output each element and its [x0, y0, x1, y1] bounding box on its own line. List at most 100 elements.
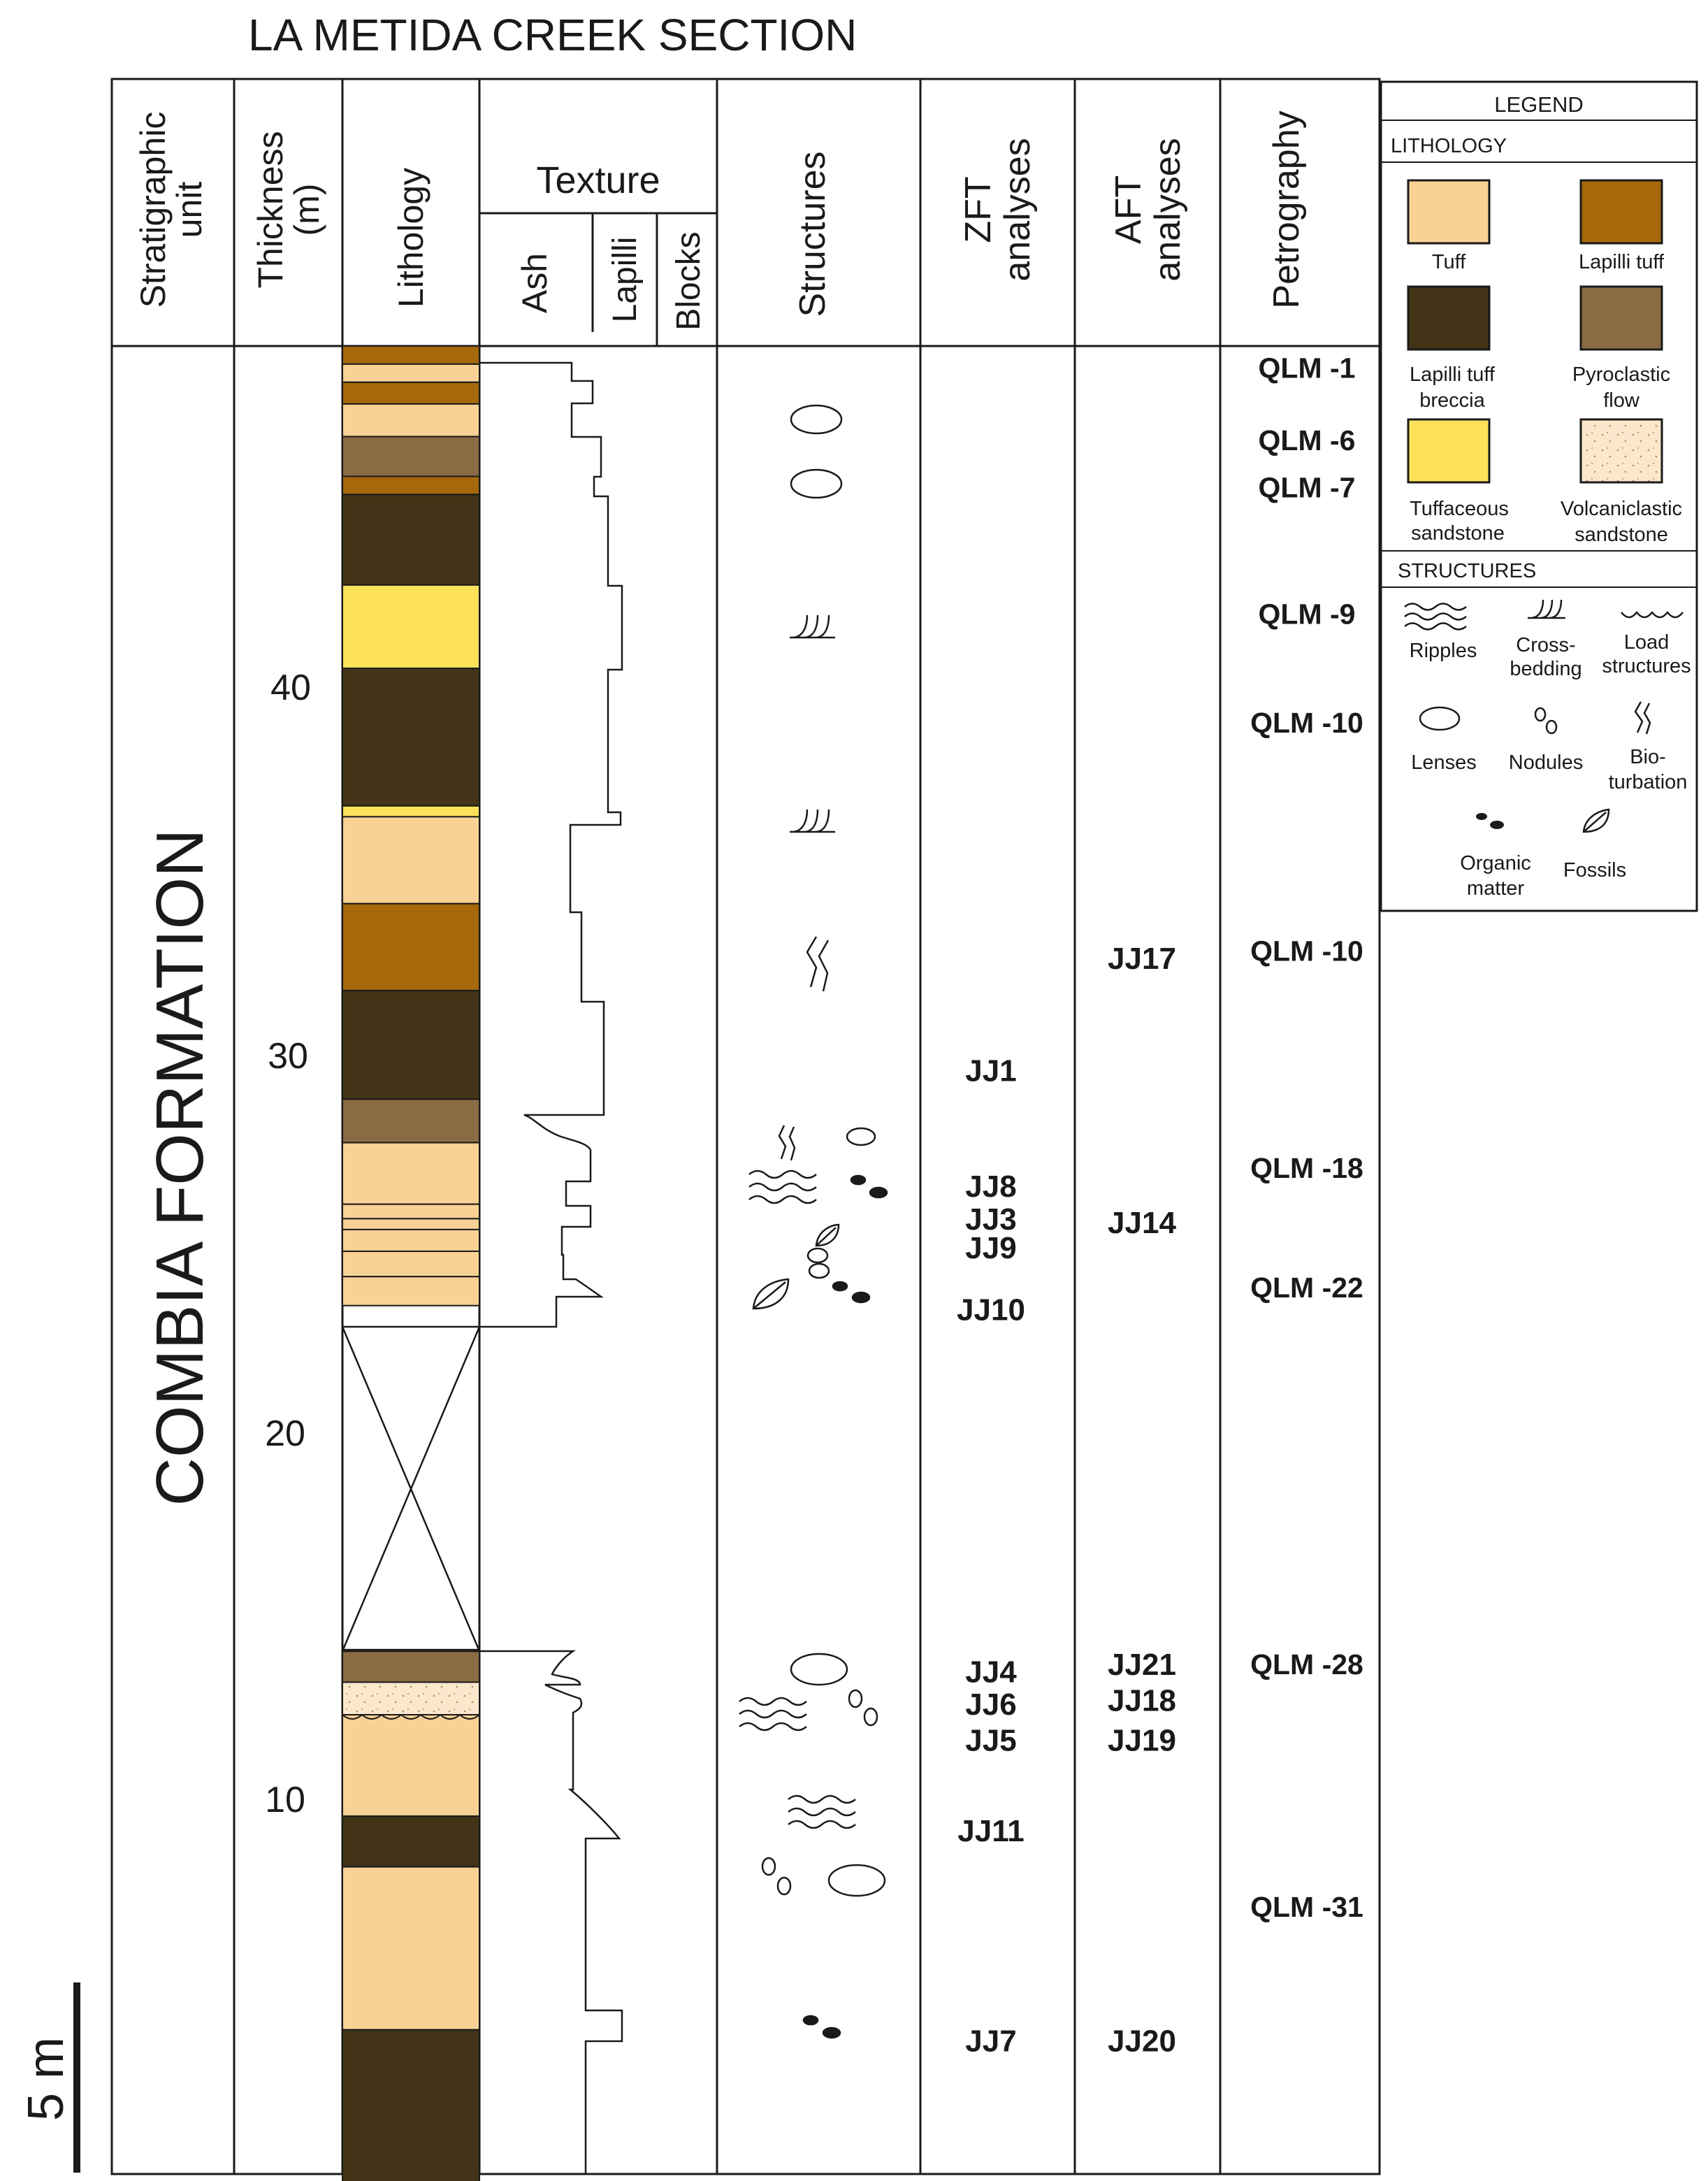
- legend-cross-bedding-icon: [1528, 599, 1565, 619]
- legend-label-bioturbation-1: Bio-: [1630, 746, 1666, 768]
- lithology-bed-pyroclastic-flow: [342, 436, 480, 477]
- aft-sample-label: JJ14: [1108, 1206, 1176, 1240]
- header-texture: Texture: [536, 159, 660, 201]
- legend-label-nodules: Nodules: [1509, 751, 1583, 774]
- legend-label-load-structures-2: structures: [1602, 655, 1691, 677]
- legend-label-ripples: Ripples: [1410, 640, 1477, 662]
- header-stratigraphic-unit-line2: unit: [170, 182, 209, 238]
- aft-sample-label: JJ19: [1108, 1724, 1176, 1758]
- petro-sample-label: QLM -9: [1259, 598, 1356, 631]
- header-zft-line1: ZFT: [958, 176, 999, 243]
- thickness-tick-10: 10: [265, 1780, 305, 1820]
- structure-organic-matter: [850, 1174, 867, 1186]
- lithology-bed-pyroclastic-flow: [342, 1098, 480, 1144]
- legend-swatch-volcaniclastic-sandstone: [1579, 418, 1663, 484]
- legend-lenses-icon: [1419, 706, 1461, 731]
- header-stratigraphic-unit-line1: Stratigraphic: [133, 112, 173, 308]
- petro-sample-label: QLM -31: [1250, 1891, 1363, 1923]
- lithology-bed-tuff: [342, 1251, 480, 1278]
- lithology-load-structure-contact: [342, 1713, 480, 1720]
- lithology-bed-lapilli-tuff: [342, 475, 480, 496]
- lithology-bed-tuff: [342, 1866, 480, 2031]
- thickness-tick-20: 20: [265, 1413, 305, 1454]
- legend-label-cross-bedding-2: bedding: [1510, 658, 1582, 680]
- legend-lithology-heading: LITHOLOGY: [1391, 135, 1507, 157]
- legend-label-organic-matter-2: matter: [1467, 877, 1525, 900]
- legend-label-cross-bedding-1: Cross-: [1516, 634, 1575, 656]
- lithology-bed-tuff: [342, 1203, 480, 1220]
- section-table-frame: [110, 78, 1381, 2175]
- aft-sample-label: JJ18: [1108, 1684, 1176, 1718]
- petro-sample-label: QLM -10: [1250, 707, 1363, 739]
- legend-label-pyroclastic-flow-1: Pyroclastic: [1572, 364, 1670, 386]
- petro-sample-label: QLM -6: [1259, 424, 1356, 456]
- lithology-bed-tuff: [342, 1714, 480, 1818]
- header-aft-line2: analyses: [1148, 138, 1188, 281]
- legend-label-tuff: Tuff: [1432, 251, 1466, 273]
- texture-profile-lower: [479, 1650, 623, 2174]
- zft-sample-label: JJ3: [965, 1202, 1016, 1237]
- texture-profile-upper: [479, 361, 623, 1328]
- legend-structures-heading: STRUCTURES: [1398, 560, 1536, 582]
- thickness-scale: 40 30 20 10: [265, 668, 311, 1820]
- petro-sample-label: QLM -22: [1250, 1272, 1363, 1304]
- legend-frame: [1380, 80, 1698, 912]
- zft-sample-label: JJ5: [965, 1724, 1016, 1758]
- thickness-tick-40: 40: [270, 668, 311, 708]
- legend-label-tuffaceous-sandstone-2: sandstone: [1411, 522, 1505, 545]
- zft-sample-label: JJ6: [965, 1687, 1016, 1722]
- petro-sample-label: QLM -7: [1259, 471, 1356, 503]
- structure-bioturbation: [806, 936, 830, 992]
- header-structures: Structures: [793, 152, 833, 317]
- lithology-bed-tuff: [342, 363, 480, 383]
- header-lapilli: Lapilli: [607, 237, 644, 323]
- lithology-bed-lapilli-tuff-breccia: [342, 1815, 480, 1868]
- lithology-bed-lapilli-tuff: [342, 345, 480, 365]
- legend-bioturbation-icon: [1634, 701, 1651, 735]
- lithology-bed-lapilli-tuff-breccia: [342, 990, 480, 1100]
- structure-lens: [846, 1127, 876, 1146]
- header-thickness: Thickness (m): [251, 131, 326, 288]
- structure-fossil: [752, 1278, 790, 1310]
- structure-cross-bedding: [790, 809, 835, 833]
- thickness-tick-30: 30: [268, 1036, 308, 1077]
- legend-label-pyroclastic-flow-2: flow: [1603, 389, 1640, 412]
- zft-sample-label: JJ11: [957, 1814, 1024, 1848]
- zft-sample-label: JJ7: [965, 2024, 1016, 2059]
- legend-label-bioturbation-2: turbation: [1609, 771, 1688, 793]
- legend-swatch-pyroclastic-flow: [1579, 285, 1663, 351]
- lithology-bed-tuff: [342, 403, 480, 438]
- structure-symbols: [739, 404, 888, 2039]
- lithology-bed-pyroclastic-flow: [342, 1648, 480, 1683]
- header-zft-line2: analyses: [997, 138, 1038, 281]
- lithology-column: [342, 345, 480, 2181]
- zft-sample-label: JJ9: [965, 1231, 1016, 1265]
- lithology-bed-tuff: [342, 816, 480, 905]
- covered-interval: [341, 1325, 481, 1653]
- legend-nodules-icon: [1545, 719, 1558, 735]
- lithology-bed-tuffaceous-sandstone: [342, 805, 480, 818]
- lithology-bed-tuffaceous-sandstone: [342, 584, 480, 670]
- lithology-bed-tuff: [342, 1142, 480, 1205]
- legend-fossils-icon: [1582, 808, 1610, 833]
- petrography-samples: QLM -1 QLM -6 QLM -7 QLM -9 QLM -10 QLM -10 QL…: [1250, 352, 1363, 1923]
- legend-label-lapilli-tuff-breccia-1: Lapilli tuff: [1410, 364, 1496, 386]
- zft-sample-label: JJ4: [965, 1655, 1017, 1689]
- structure-fossil: [815, 1223, 840, 1247]
- legend-label-lapilli-tuff-breccia-2: breccia: [1419, 389, 1485, 412]
- structure-organic-matter: [869, 1186, 888, 1199]
- structure-ripples: [748, 1169, 817, 1204]
- scale-bar-label: 5 m: [18, 2037, 74, 2121]
- petro-sample-label: QLM -10: [1250, 935, 1363, 967]
- formation-name: COMBIA FORMATION: [143, 829, 217, 1506]
- legend-label-fossils: Fossils: [1563, 859, 1626, 881]
- structure-nodule: [863, 1707, 878, 1727]
- structure-organic-matter: [802, 2015, 819, 2026]
- lithology-bed-lapilli-tuff-breccia: [342, 668, 480, 807]
- header-aft: AFT analyses: [1108, 138, 1188, 281]
- legend-label-lapilli-tuff: Lapilli tuff: [1579, 251, 1665, 273]
- covered-interval-box: [341, 1325, 481, 1653]
- structure-ripples: [739, 1697, 807, 1732]
- structure-organic-matter: [822, 2027, 841, 2039]
